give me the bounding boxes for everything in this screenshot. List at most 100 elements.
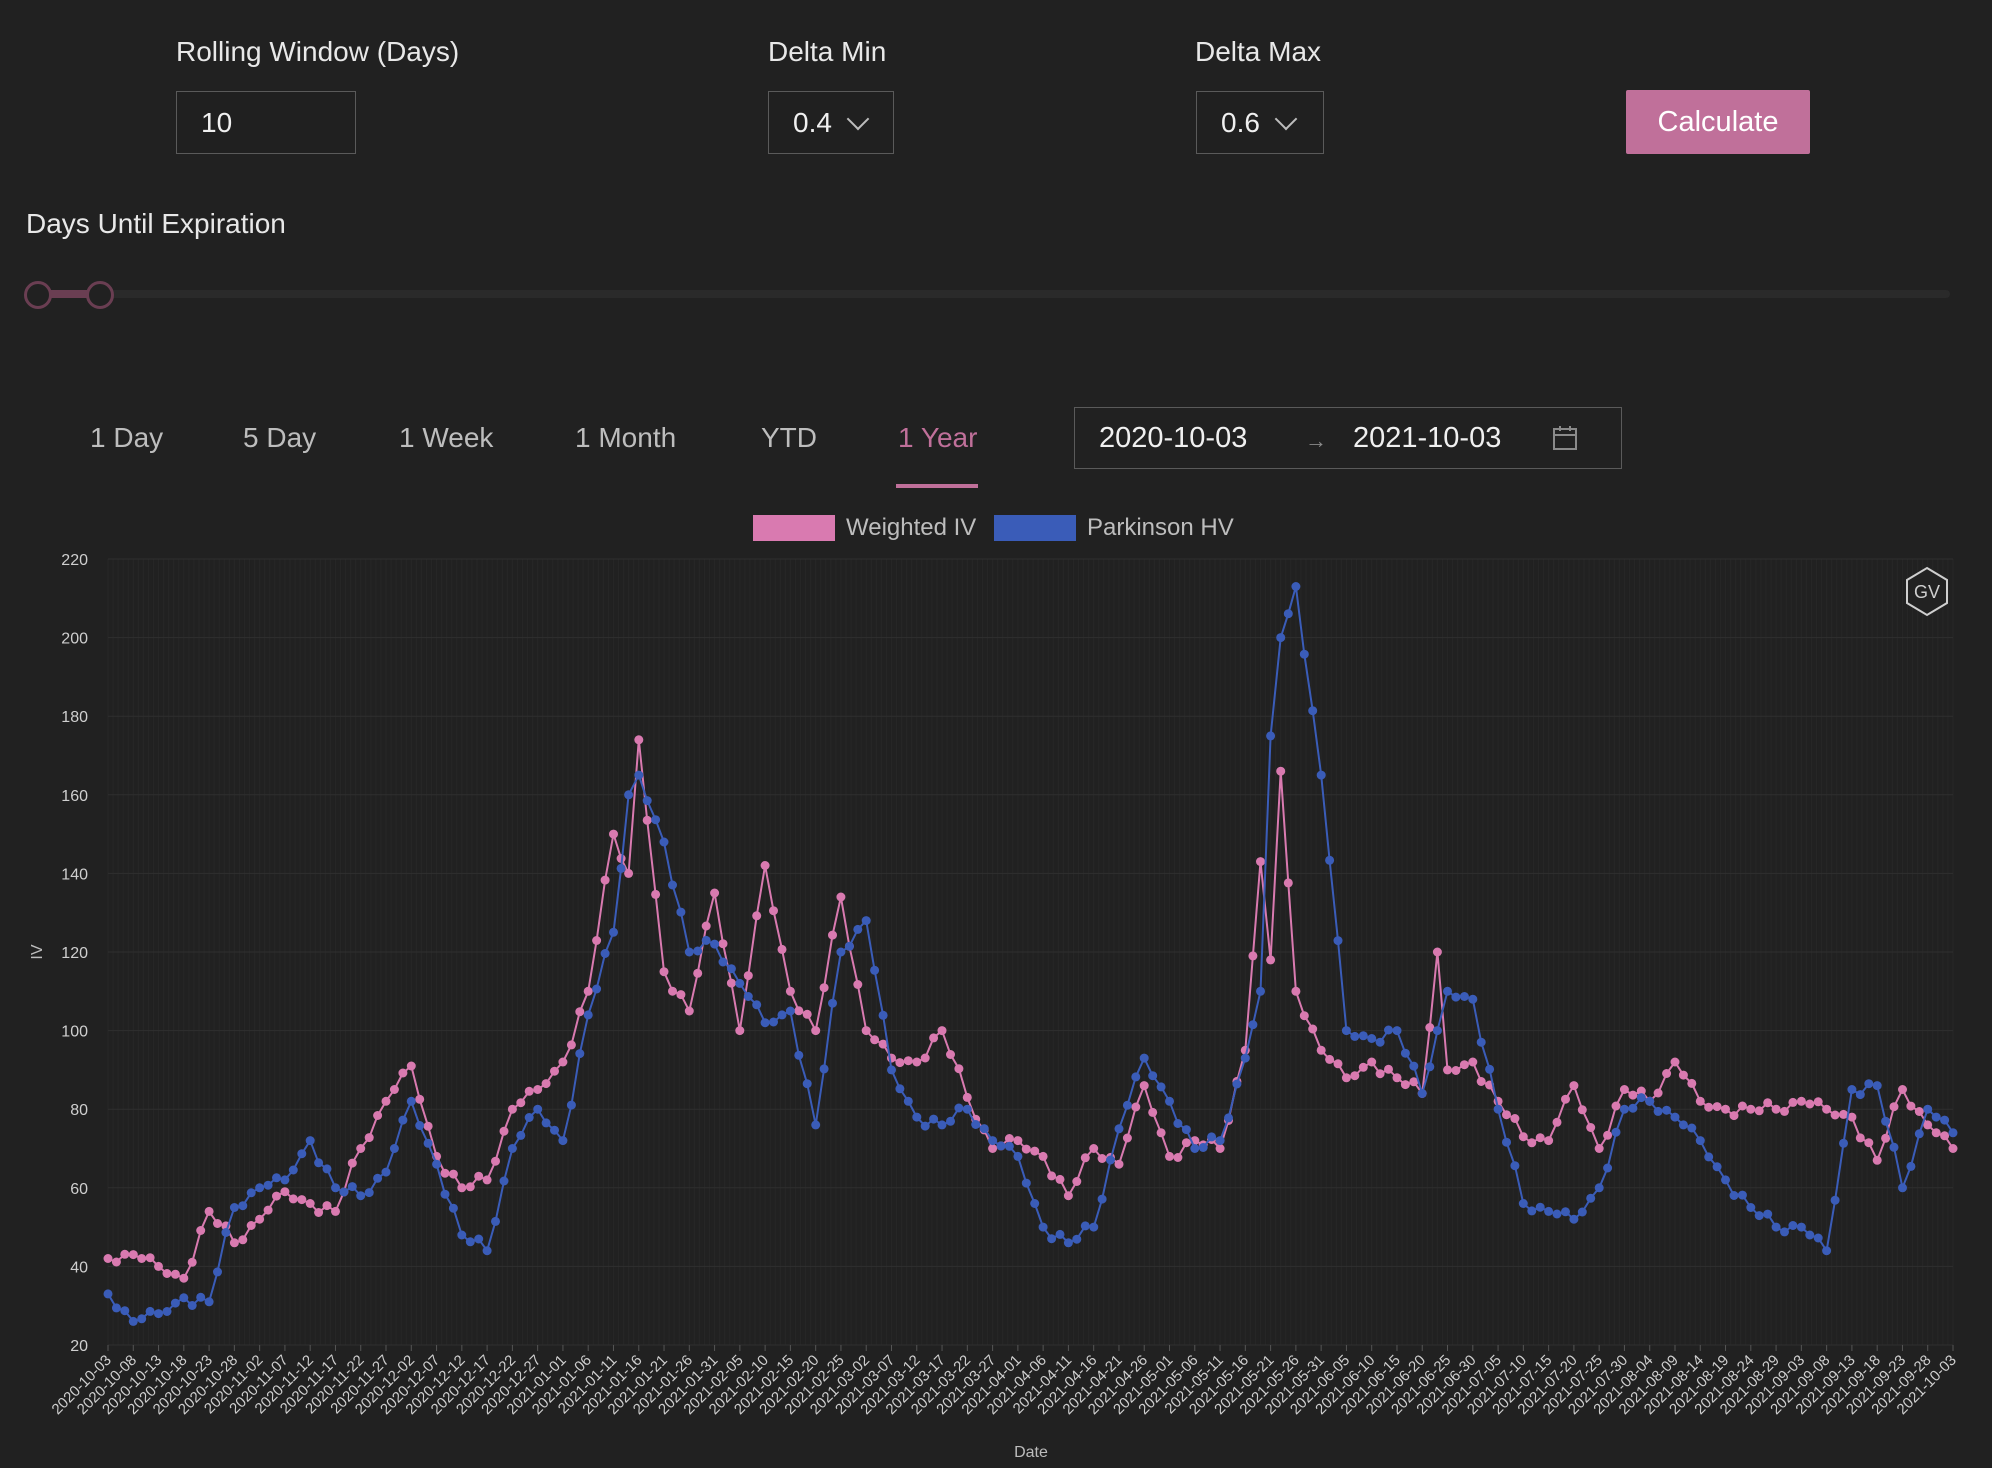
data-point-weighted-iv[interactable]: [1055, 1174, 1065, 1184]
data-point-parkinson-hv[interactable]: [1089, 1222, 1099, 1232]
data-point-weighted-iv[interactable]: [1805, 1099, 1815, 1109]
data-point-weighted-iv[interactable]: [1796, 1096, 1806, 1106]
data-point-weighted-iv[interactable]: [1552, 1117, 1562, 1127]
data-point-weighted-iv[interactable]: [1687, 1078, 1697, 1088]
data-point-parkinson-hv[interactable]: [103, 1289, 113, 1299]
data-point-parkinson-hv[interactable]: [954, 1103, 964, 1113]
data-point-parkinson-hv[interactable]: [1628, 1103, 1638, 1113]
data-point-weighted-iv[interactable]: [1131, 1102, 1141, 1112]
data-point-parkinson-hv[interactable]: [128, 1316, 138, 1326]
range-end-input[interactable]: 2021-10-03: [1353, 422, 1502, 454]
data-point-weighted-iv[interactable]: [1256, 857, 1265, 867]
data-point-weighted-iv[interactable]: [1906, 1101, 1916, 1111]
data-point-weighted-iv[interactable]: [1409, 1077, 1419, 1087]
data-point-weighted-iv[interactable]: [912, 1057, 922, 1067]
data-point-weighted-iv[interactable]: [1291, 986, 1301, 996]
data-point-weighted-iv[interactable]: [836, 892, 846, 902]
data-point-weighted-iv[interactable]: [853, 980, 863, 989]
data-point-parkinson-hv[interactable]: [280, 1175, 290, 1185]
data-point-parkinson-hv[interactable]: [844, 941, 854, 951]
data-point-weighted-iv[interactable]: [331, 1206, 340, 1216]
data-point-parkinson-hv[interactable]: [1636, 1093, 1646, 1103]
data-point-parkinson-hv[interactable]: [743, 992, 753, 1001]
data-point-weighted-iv[interactable]: [870, 1035, 880, 1045]
data-point-parkinson-hv[interactable]: [389, 1144, 399, 1153]
data-point-weighted-iv[interactable]: [1072, 1177, 1082, 1186]
data-point-parkinson-hv[interactable]: [1080, 1221, 1090, 1231]
data-point-weighted-iv[interactable]: [1830, 1110, 1840, 1120]
data-point-parkinson-hv[interactable]: [1544, 1206, 1554, 1216]
data-point-parkinson-hv[interactable]: [1754, 1211, 1764, 1221]
data-point-weighted-iv[interactable]: [1712, 1102, 1722, 1112]
data-point-parkinson-hv[interactable]: [1796, 1222, 1806, 1232]
data-point-weighted-iv[interactable]: [1358, 1062, 1368, 1072]
data-point-parkinson-hv[interactable]: [726, 964, 736, 974]
data-point-parkinson-hv[interactable]: [1400, 1048, 1410, 1058]
data-point-weighted-iv[interactable]: [954, 1064, 964, 1074]
data-point-parkinson-hv[interactable]: [1392, 1026, 1402, 1036]
data-point-weighted-iv[interactable]: [743, 971, 753, 981]
data-point-weighted-iv[interactable]: [389, 1085, 399, 1094]
data-point-parkinson-hv[interactable]: [179, 1293, 189, 1303]
data-point-weighted-iv[interactable]: [1527, 1138, 1537, 1148]
data-point-parkinson-hv[interactable]: [213, 1267, 222, 1277]
data-point-parkinson-hv[interactable]: [423, 1138, 433, 1148]
data-point-parkinson-hv[interactable]: [1097, 1194, 1107, 1204]
data-point-parkinson-hv[interactable]: [1240, 1053, 1250, 1063]
data-point-weighted-iv[interactable]: [1248, 951, 1258, 961]
data-point-parkinson-hv[interactable]: [1341, 1026, 1351, 1036]
data-point-parkinson-hv[interactable]: [373, 1173, 383, 1183]
data-point-weighted-iv[interactable]: [1148, 1107, 1158, 1117]
delta-max-select[interactable]: 0.6: [1196, 91, 1324, 154]
data-point-weighted-iv[interactable]: [1839, 1109, 1848, 1119]
data-point-parkinson-hv[interactable]: [1712, 1162, 1722, 1172]
data-point-weighted-iv[interactable]: [1822, 1104, 1832, 1114]
data-point-parkinson-hv[interactable]: [1358, 1031, 1368, 1041]
data-point-weighted-iv[interactable]: [1813, 1097, 1823, 1107]
data-point-parkinson-hv[interactable]: [1645, 1096, 1655, 1106]
gv-badge[interactable]: GV: [1906, 566, 1948, 617]
data-point-weighted-iv[interactable]: [718, 939, 728, 949]
data-point-parkinson-hv[interactable]: [1948, 1128, 1958, 1138]
data-point-weighted-iv[interactable]: [1097, 1154, 1107, 1163]
data-point-parkinson-hv[interactable]: [1055, 1229, 1065, 1239]
data-point-weighted-iv[interactable]: [1611, 1101, 1621, 1111]
data-point-weighted-iv[interactable]: [229, 1238, 239, 1248]
data-point-parkinson-hv[interactable]: [600, 949, 610, 958]
data-point-weighted-iv[interactable]: [1847, 1112, 1857, 1122]
data-point-parkinson-hv[interactable]: [339, 1187, 349, 1197]
data-point-weighted-iv[interactable]: [616, 854, 626, 863]
data-point-parkinson-hv[interactable]: [1291, 582, 1301, 591]
data-point-parkinson-hv[interactable]: [550, 1125, 559, 1135]
data-point-parkinson-hv[interactable]: [1805, 1230, 1815, 1240]
data-point-weighted-iv[interactable]: [305, 1199, 315, 1208]
data-point-parkinson-hv[interactable]: [331, 1183, 340, 1193]
data-point-weighted-iv[interactable]: [895, 1058, 905, 1068]
data-point-weighted-iv[interactable]: [1914, 1107, 1924, 1116]
data-point-parkinson-hv[interactable]: [154, 1309, 163, 1319]
data-point-parkinson-hv[interactable]: [558, 1136, 568, 1146]
data-point-weighted-iv[interactable]: [499, 1126, 509, 1136]
data-point-parkinson-hv[interactable]: [1248, 1020, 1258, 1030]
data-point-weighted-iv[interactable]: [1923, 1120, 1933, 1130]
data-point-weighted-iv[interactable]: [1695, 1096, 1705, 1106]
data-point-weighted-iv[interactable]: [1780, 1106, 1789, 1116]
data-point-weighted-iv[interactable]: [726, 978, 736, 988]
data-point-weighted-iv[interactable]: [170, 1269, 180, 1279]
data-point-weighted-iv[interactable]: [1451, 1066, 1461, 1075]
data-point-weighted-iv[interactable]: [1459, 1060, 1469, 1070]
data-point-weighted-iv[interactable]: [1931, 1128, 1941, 1138]
data-point-weighted-iv[interactable]: [120, 1249, 130, 1259]
data-point-weighted-iv[interactable]: [179, 1273, 189, 1283]
data-point-parkinson-hv[interactable]: [297, 1149, 307, 1159]
data-point-parkinson-hv[interactable]: [1569, 1214, 1579, 1224]
data-point-weighted-iv[interactable]: [457, 1183, 467, 1193]
data-point-parkinson-hv[interactable]: [1451, 992, 1461, 1002]
data-point-parkinson-hv[interactable]: [1704, 1152, 1714, 1162]
data-point-weighted-iv[interactable]: [448, 1169, 458, 1179]
data-point-parkinson-hv[interactable]: [1350, 1031, 1360, 1041]
data-point-parkinson-hv[interactable]: [440, 1189, 450, 1199]
data-point-weighted-iv[interactable]: [1864, 1138, 1874, 1148]
data-point-parkinson-hv[interactable]: [322, 1164, 332, 1174]
data-point-weighted-iv[interactable]: [752, 911, 762, 921]
